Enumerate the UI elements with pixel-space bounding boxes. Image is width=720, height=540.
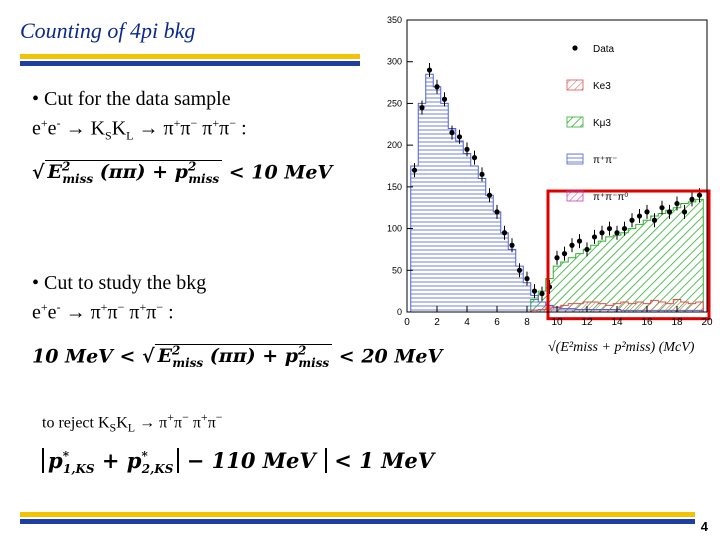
title-underline-yellow (20, 54, 360, 59)
data-point (479, 171, 485, 177)
data-point (441, 96, 448, 102)
bullet2-line2: e+e- → π+π− π+π− : (32, 300, 174, 324)
legend-swatch (566, 190, 584, 202)
formula-3: p*1,KS + p*2,KS − 110 MeV < 1 MeV (42, 448, 434, 476)
data-point (659, 205, 665, 211)
data-point (419, 105, 425, 111)
legend-label: Data (593, 44, 615, 55)
footer-bar-blue (20, 519, 695, 524)
data-point (524, 276, 530, 282)
data-point (666, 209, 673, 215)
data-point (531, 288, 538, 294)
x-tick-label: 2 (434, 317, 440, 328)
data-point (584, 246, 590, 253)
bullet2-line1: • Cut to study the bkg (32, 272, 207, 294)
legend-label: Kμ3 (593, 118, 611, 129)
data-point (516, 267, 523, 273)
legend-data-marker (572, 45, 578, 51)
data-point (606, 225, 613, 232)
data-point (554, 255, 560, 261)
y-tick-label: 50 (392, 265, 402, 275)
y-tick-label: 150 (387, 182, 402, 192)
x-tick-label: 10 (551, 317, 563, 328)
legend-label: π⁺π⁻π⁰ (593, 192, 628, 203)
data-point (509, 242, 515, 248)
x-tick-label: 18 (671, 317, 683, 328)
chart-xlabel: √(E²miss + p²miss) (McV) (548, 340, 695, 355)
data-point (681, 209, 688, 215)
data-point (426, 67, 433, 73)
data-point (494, 209, 500, 215)
y-tick-label: 200 (387, 140, 402, 150)
y-tick-label: 350 (387, 15, 402, 25)
y-tick-label: 100 (387, 224, 402, 234)
bullet1-line1: • Cut for the data sample (32, 88, 231, 110)
data-point (674, 200, 680, 207)
slide-title: Counting of 4pi bkg (20, 18, 196, 43)
legend-swatch (566, 153, 584, 165)
y-tick-label: 300 (387, 57, 402, 67)
legend-swatch (566, 79, 584, 91)
selection-box (546, 189, 711, 321)
data-point (644, 209, 650, 215)
reject-line: to reject KSKL → π+π− π+π− (42, 410, 223, 435)
data-point (486, 192, 493, 198)
y-tick-label: 250 (387, 98, 402, 108)
page-number: 4 (700, 519, 708, 534)
x-tick-label: 12 (581, 317, 593, 328)
data-point (569, 242, 575, 248)
x-tick-label: 20 (701, 317, 713, 328)
data-point (411, 167, 418, 173)
data-point (449, 130, 455, 136)
data-point (614, 230, 620, 236)
data-point (621, 225, 628, 232)
formula-1: √ E2miss (ππ) + p2miss < 10 MeV (32, 160, 333, 187)
title-underline-blue (20, 61, 360, 66)
y-tick-label: 0 (397, 307, 402, 317)
footer-bar-yellow (20, 512, 695, 517)
data-point (561, 251, 568, 257)
formula-2: 10 MeV < √ E2miss (ππ) + p2miss < 20 MeV (32, 344, 443, 371)
data-point (636, 213, 643, 219)
x-tick-label: 14 (611, 317, 623, 328)
x-tick-label: 6 (494, 317, 500, 328)
x-tick-label: 0 (404, 317, 410, 328)
data-point (696, 192, 703, 198)
data-point (689, 196, 695, 202)
x-tick-label: 16 (641, 317, 653, 328)
data-point (456, 134, 463, 140)
data-point (651, 217, 658, 223)
data-point (501, 230, 508, 236)
data-point (539, 291, 545, 297)
legend-label: Ke3 (593, 81, 611, 92)
data-point (629, 217, 635, 223)
legend-swatch (566, 116, 584, 128)
data-point (576, 238, 583, 244)
data-point (434, 84, 440, 90)
x-tick-label: 4 (464, 317, 470, 328)
legend-label: π⁺π⁻ (593, 155, 617, 166)
data-point (591, 234, 598, 240)
data-point (599, 230, 605, 236)
data-point (464, 146, 470, 152)
data-point (471, 155, 478, 161)
x-tick-label: 8 (524, 317, 530, 328)
bullet1-line2: e+e- → KSKL → π+π− π+π− : (32, 116, 247, 143)
